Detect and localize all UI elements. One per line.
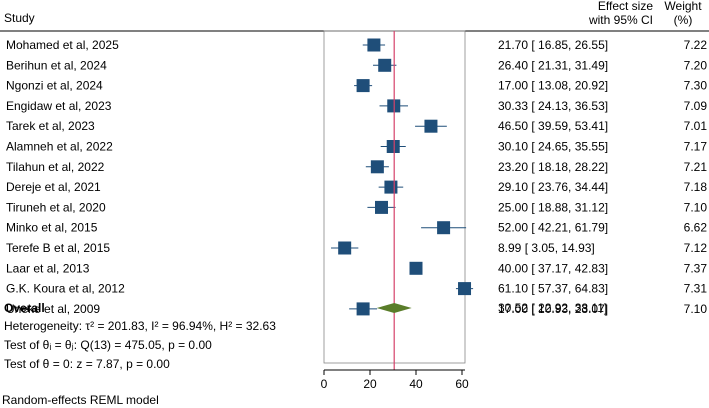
overall-label: Overall	[4, 301, 45, 315]
heterogeneity-text: Heterogeneity: τ² = 201.83, I² = 96.94%,…	[4, 319, 276, 333]
study-name: Tiruneh et al, 2020	[6, 200, 106, 214]
model-footer: Random-effects REML model	[2, 393, 159, 407]
x-tick-label: 20	[363, 377, 377, 391]
study-ci-text: 30.10 [ 24.65, 35.55]	[498, 140, 608, 154]
study-marker	[370, 160, 384, 174]
study-weight: 7.10	[684, 302, 708, 316]
study-name: Ngonzi et al, 2024	[6, 79, 103, 93]
study-marker	[424, 119, 438, 133]
test-overall-text: Test of θ = 0: z = 7.87, p = 0.00	[4, 357, 170, 371]
study-ci-text: 40.00 [ 37.17, 42.83]	[498, 261, 608, 275]
study-header: Study	[4, 11, 35, 25]
study-name: Laar et al, 2013	[6, 261, 90, 275]
study-name: Tilahun et al, 2022	[6, 160, 105, 174]
study-weight: 7.10	[684, 200, 708, 214]
study-ci-text: 29.10 [ 23.76, 34.44]	[498, 180, 608, 194]
study-ci-text: 21.70 [ 16.85, 26.55]	[498, 38, 608, 52]
tick-layer: 0 20 40 60	[321, 370, 469, 391]
study-weight: 7.09	[684, 99, 708, 113]
study-name: Dereje et al, 2021	[6, 180, 101, 194]
overall-ci-text: 30.52 [ 22.92, 38.11]	[498, 301, 607, 315]
study-ci-text: 25.00 [ 18.88, 31.12]	[498, 200, 608, 214]
study-ci-text: 30.33 [ 24.13, 36.53]	[498, 99, 608, 113]
ci-layer	[331, 31, 474, 370]
overall-diamond	[376, 303, 412, 313]
study-marker	[356, 302, 370, 316]
study-name: Mohamed et al, 2025	[6, 38, 119, 52]
study-marker	[375, 200, 388, 214]
study-name: Berihun et al, 2024	[6, 58, 107, 72]
study-ci-text: 17.00 [ 10.93, 23.07]	[498, 302, 608, 316]
study-weight: 7.17	[684, 140, 708, 154]
study-marker	[458, 282, 472, 296]
study-weight: 6.62	[684, 221, 708, 235]
study-ci-text: 23.20 [ 18.18, 28.22]	[498, 160, 608, 174]
study-name: Terefe B et al, 2015	[6, 241, 110, 255]
effect-size-header-line2: with 95% CI	[588, 13, 653, 27]
study-ci-text: 26.40 [ 21.31, 31.49]	[498, 58, 608, 72]
row-layer: Mohamed et al, 2025 21.70 [ 16.85, 26.55]…	[6, 38, 707, 316]
study-name: Tarek et al, 2023	[6, 119, 95, 133]
study-ci-text: 17.00 [ 13.08, 20.92]	[498, 79, 608, 93]
study-name: Alamneh et al, 2022	[6, 140, 113, 154]
study-marker	[437, 221, 451, 235]
study-ci-text: 52.00 [ 42.21, 61.79]	[498, 221, 608, 235]
x-tick-label: 60	[455, 377, 469, 391]
test-homogeneity-text: Test of θᵢ = θⱼ: Q(13) = 475.05, p = 0.0…	[4, 338, 212, 352]
study-marker	[338, 241, 352, 255]
study-ci-text: 8.99 [ 3.05, 14.93]	[498, 241, 595, 255]
study-weight: 7.21	[684, 160, 708, 174]
x-tick-label: 0	[321, 377, 328, 391]
study-ci-text: 46.50 [ 39.59, 53.41]	[498, 119, 608, 133]
study-marker	[356, 79, 370, 93]
study-marker	[409, 261, 423, 275]
study-marker	[386, 140, 400, 153]
study-weight: 7.18	[684, 180, 708, 194]
study-weight: 7.12	[684, 241, 708, 255]
study-weight: 7.37	[684, 261, 708, 275]
x-tick-label: 40	[409, 377, 423, 391]
study-marker	[384, 180, 398, 194]
study-name: Engidaw et al, 2023	[6, 99, 112, 113]
study-name: G.K. Koura et al, 2012	[6, 282, 125, 296]
study-weight: 7.01	[684, 119, 708, 133]
study-weight: 7.30	[684, 79, 708, 93]
study-weight: 7.31	[684, 282, 708, 296]
study-ci-text: 61.10 [ 57.37, 64.83]	[498, 282, 608, 296]
study-marker	[367, 38, 381, 52]
study-name: Uneke et al, 2009	[6, 302, 100, 316]
weight-header-line2: (%)	[674, 13, 693, 27]
study-weight: 7.22	[684, 38, 708, 52]
study-marker	[378, 58, 392, 72]
study-name: Minko et al, 2015	[6, 221, 98, 235]
effect-size-header-line1: Effect size	[598, 0, 653, 13]
study-weight: 7.20	[684, 58, 708, 72]
weight-header-line1: Weight	[664, 0, 702, 13]
